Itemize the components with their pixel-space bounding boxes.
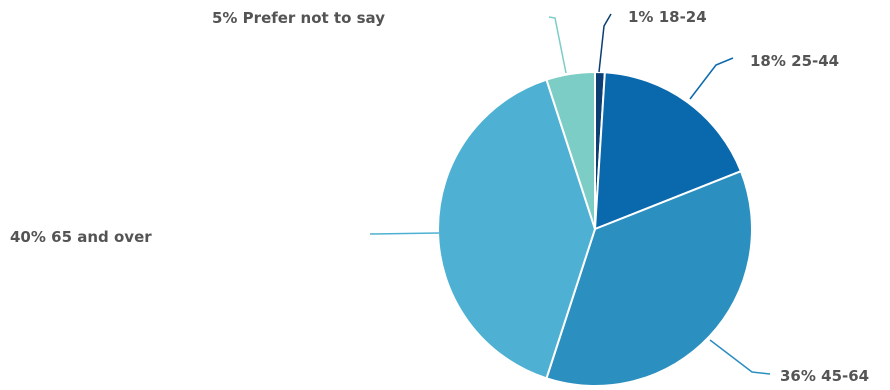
leader-line [369, 232, 440, 235]
leader-line [598, 13, 612, 73]
pie-slice-25-44 [594, 71, 742, 230]
slice-label: 40% 65 and over [10, 228, 152, 246]
slice-label: 18% 25-44 [750, 52, 839, 70]
pie-slice-prefer-not-to-say [545, 71, 596, 230]
slice-label: 5% Prefer not to say [212, 9, 385, 27]
pie-slices [436, 71, 753, 387]
leader-line [548, 16, 567, 74]
leader-line [709, 339, 771, 375]
slice-labels: 1% 18-24 18% 25-44 36% 45-64 40% 65 and ove… [10, 8, 869, 385]
slice-label: 1% 18-24 [628, 8, 707, 26]
leader-lines [369, 13, 771, 375]
slice-label: 36% 45-64 [780, 367, 869, 385]
pie-slice-65-and-over [436, 78, 596, 380]
pie-slice-45-64 [545, 170, 753, 387]
leader-line [689, 57, 734, 100]
